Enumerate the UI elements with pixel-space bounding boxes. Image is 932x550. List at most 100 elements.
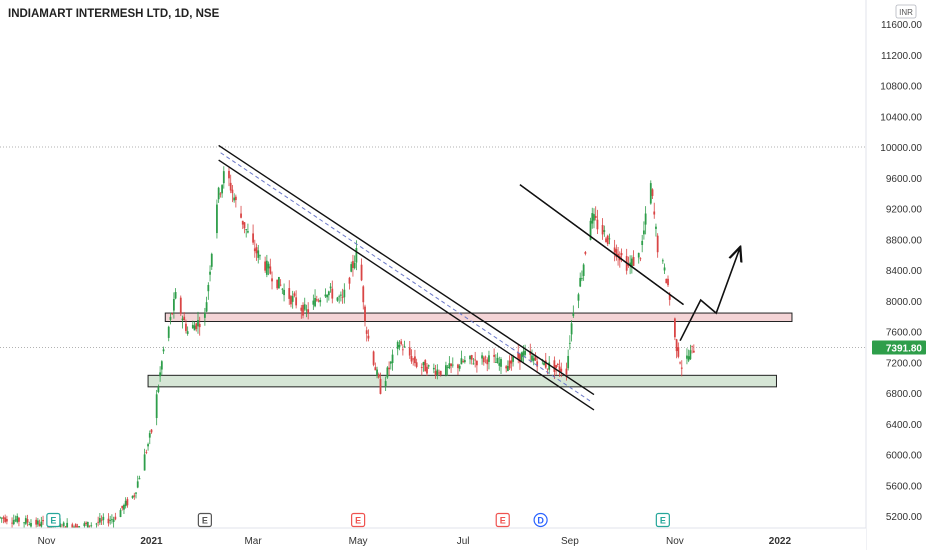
candle-body <box>145 452 148 453</box>
candle <box>331 280 334 304</box>
candle-body <box>179 297 182 314</box>
earnings-marker[interactable]: E <box>46 512 61 528</box>
candle <box>484 355 487 364</box>
currency-badge[interactable]: INR <box>895 4 917 19</box>
candle <box>362 285 365 310</box>
event-label: D <box>537 516 544 526</box>
candle <box>307 302 310 320</box>
candle <box>500 357 502 375</box>
candle-body <box>295 297 298 306</box>
candle <box>205 296 208 313</box>
candle <box>605 236 607 243</box>
candle <box>451 357 454 368</box>
trendline[interactable] <box>218 144 595 396</box>
time-axis[interactable] <box>0 528 866 550</box>
candle-body <box>661 260 664 262</box>
candle-body <box>312 300 315 305</box>
candle-body <box>422 362 425 366</box>
candle <box>377 372 380 379</box>
candle <box>560 362 563 378</box>
candle-body <box>23 522 26 524</box>
candle <box>372 350 375 367</box>
candle <box>505 365 508 373</box>
candle-body <box>252 233 254 243</box>
candle-body <box>665 278 668 284</box>
candle <box>193 321 196 331</box>
candle-body <box>615 249 618 258</box>
earnings-marker[interactable]: E <box>351 512 366 528</box>
candle-body <box>376 369 378 376</box>
candle-body <box>414 356 416 364</box>
candle <box>191 320 194 329</box>
candle <box>472 357 475 365</box>
candle <box>160 360 163 376</box>
candle <box>494 354 497 363</box>
candle <box>179 295 182 316</box>
earnings-marker[interactable]: E <box>655 512 670 528</box>
earnings-marker[interactable]: E <box>197 512 212 528</box>
candle <box>675 338 678 359</box>
candle <box>577 292 580 309</box>
candle-body <box>692 350 695 353</box>
candle <box>0 517 3 523</box>
candle <box>210 252 213 270</box>
candle <box>112 516 115 528</box>
candle-body <box>601 225 604 235</box>
candle-body <box>271 278 273 282</box>
candle-body <box>577 294 580 301</box>
y-tick-label: 6800.00 <box>886 389 923 400</box>
candle <box>123 503 125 515</box>
candle <box>181 315 184 329</box>
candle-body <box>279 284 282 286</box>
candle <box>35 517 38 528</box>
candle <box>293 291 296 298</box>
candle-body <box>162 349 165 352</box>
candle <box>506 360 509 372</box>
candle <box>14 515 17 523</box>
candle <box>315 295 318 302</box>
candle <box>679 361 681 365</box>
candle <box>317 298 320 303</box>
candle <box>131 495 134 499</box>
candle-body <box>24 518 27 524</box>
trendline[interactable] <box>519 184 684 306</box>
candle-body <box>119 510 122 518</box>
candle-body <box>627 264 630 266</box>
earnings-marker[interactable]: E <box>495 512 510 528</box>
candle <box>155 389 158 426</box>
candle-body <box>348 277 351 284</box>
candle <box>400 338 403 346</box>
candle <box>98 513 101 525</box>
candle <box>643 221 645 240</box>
support-zone[interactable] <box>147 374 777 388</box>
candle-body <box>408 347 411 356</box>
trendline[interactable] <box>218 159 595 411</box>
candle <box>195 322 198 332</box>
candle-body <box>314 297 316 307</box>
dividend-marker[interactable]: D <box>533 512 548 528</box>
candle <box>388 361 390 376</box>
candle <box>656 233 659 258</box>
candle <box>355 240 358 271</box>
candle-body <box>667 278 669 286</box>
candle <box>157 384 160 394</box>
candle-body <box>157 387 160 392</box>
candle <box>336 296 339 302</box>
candle <box>185 319 187 334</box>
candle <box>288 280 291 305</box>
candle-body <box>641 240 644 245</box>
price-axis[interactable] <box>866 0 932 550</box>
candle-body <box>95 523 98 525</box>
candle <box>257 244 260 264</box>
candle <box>24 515 27 526</box>
candle-body <box>463 360 466 363</box>
candle-body <box>181 318 184 321</box>
candle-body <box>147 444 149 447</box>
candle-body <box>508 360 511 369</box>
candle-body <box>234 196 237 201</box>
candle-body <box>581 278 583 280</box>
projection-arrow[interactable] <box>679 247 740 342</box>
candle <box>510 354 513 371</box>
candle <box>119 508 122 518</box>
